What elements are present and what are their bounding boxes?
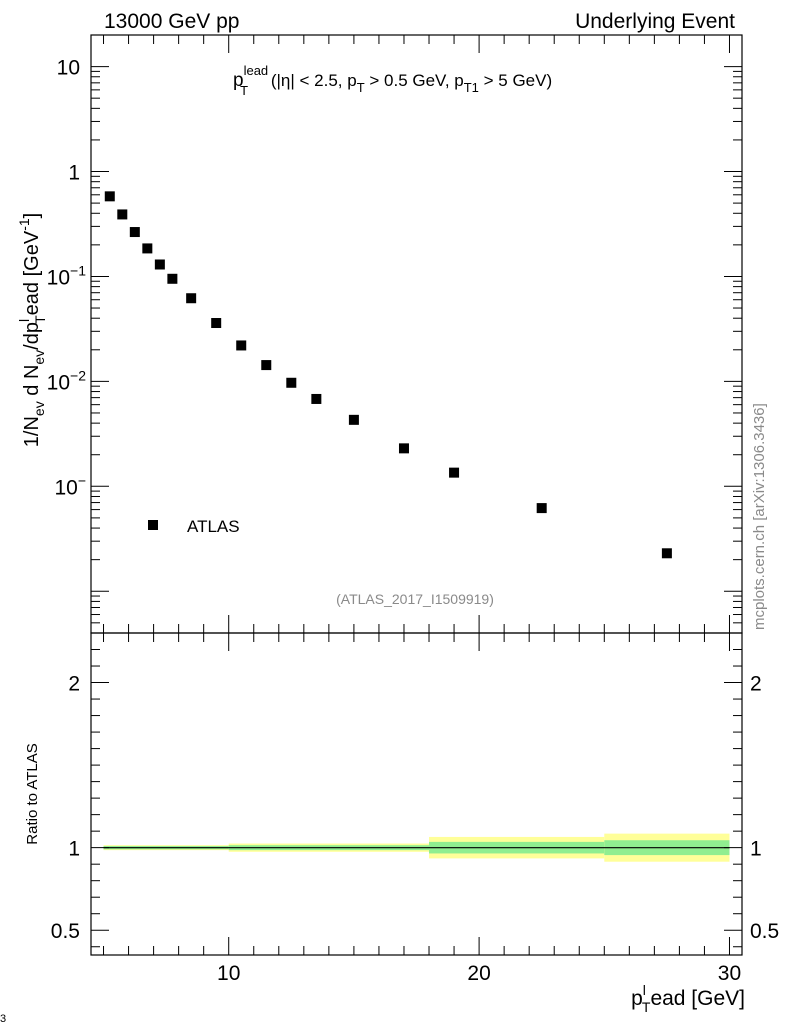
atlas-points [104,191,672,559]
legend-label: ATLAS [187,517,240,536]
ratio-y-ticks: 0.5 0.5 1 1 2 2 [51,649,779,948]
main-title: plead T (|η| < 2.5, pT > 0.5 GeV, pT1 > 5… [233,63,552,98]
ratio-plot: 0.5 0.5 1 1 2 2 10 20 30 [51,632,779,985]
y-tick-label: 10− [54,472,86,499]
data-point [398,443,409,454]
y-tick-label: 10−1 [47,262,87,289]
data-point [142,243,153,254]
analysis-id: (ATLAS_2017_I1509919) [336,591,494,607]
legend: ATLAS [148,517,240,536]
x-tick-label: 10 [217,962,240,985]
main-y-ticks: 10 1 10−1 10−2 10− [47,34,742,634]
corner-label: 3 [0,1013,6,1024]
data-point [167,273,178,284]
ratio-frame [90,632,743,956]
data-point [348,414,359,425]
main-x-ticks [103,35,730,633]
data-point [104,191,115,202]
data-point [211,318,222,329]
x-tick-label: 30 [718,962,741,985]
y-tick-label: 10−2 [47,367,87,394]
data-point [236,340,247,351]
data-point [117,209,128,220]
data-point [154,259,165,270]
data-point [261,360,272,371]
watermark: mcplots.cern.ch [arXiv:1306.3436] [751,403,768,630]
x-tick-label: 20 [467,962,490,985]
main-frame [90,34,743,634]
header-right: Underlying Event [575,10,735,33]
data-point [661,548,672,559]
ratio-y-axis-label: Ratio to ATLAS [24,743,41,844]
x-axis-label: pl Tead [GeV] [631,982,745,1015]
data-point [449,467,460,478]
ratio-tick-label: 0.5 [51,920,80,943]
y-tick-label: 10 [57,57,80,80]
main-y-axis-label: 1/Nev d Nev/dplTead [GeV-1] [16,213,48,447]
ratio-tick-label-right: 1 [750,838,762,861]
data-point [129,227,140,238]
ratio-tick-label-right: 0.5 [750,920,779,943]
legend-marker [148,520,158,530]
data-point [536,503,547,514]
main-plot: 10 1 10−1 10−2 10− [47,34,743,634]
ratio-x-ticks: 10 20 30 [103,633,741,985]
data-point [186,293,197,304]
ratio-tick-label-right: 2 [750,673,762,696]
data-point [311,393,322,404]
data-point [286,377,297,388]
ratio-tick-label: 1 [68,838,80,861]
y-tick-label: 1 [68,162,80,185]
ratio-tick-label: 2 [68,673,80,696]
header-left: 13000 GeV pp [104,10,239,33]
